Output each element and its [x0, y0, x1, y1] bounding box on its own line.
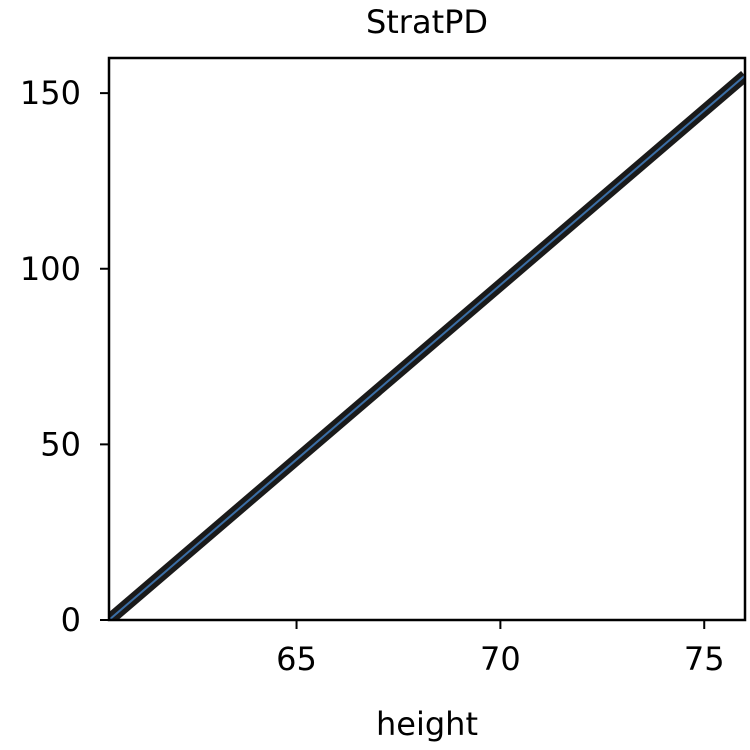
y-tick-label: 0	[61, 601, 81, 639]
y-tick-label: 100	[20, 250, 81, 288]
x-tick-label: 75	[684, 640, 725, 678]
y-tick-label: 50	[40, 425, 81, 463]
plot-frame	[107, 56, 747, 622]
x-tick-label: 65	[276, 640, 317, 678]
x-axis-label: height	[376, 705, 478, 743]
y-tick-label: 150	[20, 74, 81, 112]
y-axis-ticks: 0 50 100 150	[20, 74, 109, 639]
series-line	[109, 74, 745, 620]
x-axis-ticks: 65 70 75	[276, 620, 725, 678]
x-tick-label: 70	[480, 640, 521, 678]
series-layer	[109, 71, 745, 620]
chart-title: StratPD	[366, 3, 488, 41]
